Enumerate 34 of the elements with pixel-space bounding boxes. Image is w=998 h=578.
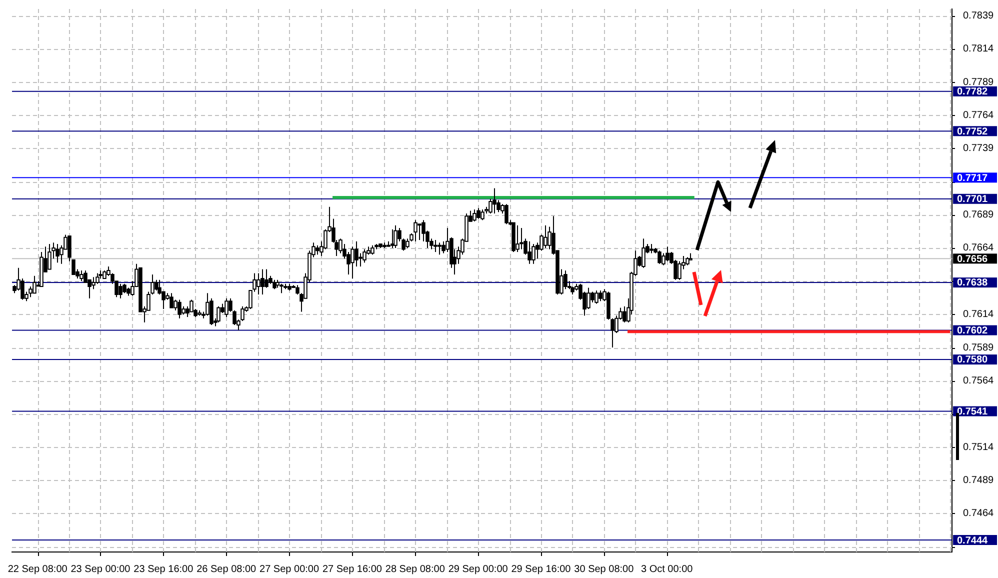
ref-line-label: 0.7782 xyxy=(957,86,988,98)
ref-line-label: 0.7656 xyxy=(957,254,988,265)
x-tick-label: 30 Sep 08:00 xyxy=(574,564,634,575)
ref-line-label: 0.7580 xyxy=(957,354,988,366)
x-tick-label: 28 Sep 08:00 xyxy=(385,564,446,575)
y-tick-label: 0.7514 xyxy=(963,442,994,453)
ref-line-label: 0.7638 xyxy=(957,278,988,289)
x-tick-label: 3 Oct 00:00 xyxy=(641,564,694,575)
x-tick-label: 27 Sep 00:00 xyxy=(260,564,320,575)
ref-line-label: 0.7717 xyxy=(957,172,988,184)
y-tick-label: 0.7589 xyxy=(963,342,994,354)
ref-line-label: 0.7541 xyxy=(957,406,988,418)
x-tick-label: 22 Sep 08:00 xyxy=(8,564,68,575)
x-tick-label: 29 Sep 16:00 xyxy=(511,564,572,575)
ref-line-label: 0.7752 xyxy=(957,126,988,138)
y-tick-label: 0.7789 xyxy=(963,76,994,88)
y-tick-label: 0.7689 xyxy=(963,210,994,221)
y-tick-label: 0.7464 xyxy=(963,508,994,520)
y-tick-label: 0.7614 xyxy=(963,309,994,320)
x-tick-label: 27 Sep 16:00 xyxy=(322,564,382,575)
x-tick-label: 29 Sep 00:00 xyxy=(448,564,508,575)
y-tick-label: 0.7489 xyxy=(963,475,994,486)
ref-line-label: 0.7444 xyxy=(957,535,988,546)
x-tick-label: 23 Sep 16:00 xyxy=(134,564,194,575)
x-tick-label: 23 Sep 00:00 xyxy=(70,564,131,575)
y-tick-label: 0.7664 xyxy=(963,242,994,254)
y-tick-label: 0.7839 xyxy=(963,10,994,22)
ref-line-label: 0.7602 xyxy=(957,326,988,337)
y-tick-label: 0.7764 xyxy=(963,110,994,121)
x-tick-label: 26 Sep 08:00 xyxy=(196,564,257,575)
y-tick-label: 0.7564 xyxy=(963,375,994,386)
y-tick-label: 0.7814 xyxy=(963,44,994,55)
y-tick-label: 0.7739 xyxy=(963,143,994,154)
ref-line-label: 0.7701 xyxy=(957,194,988,206)
